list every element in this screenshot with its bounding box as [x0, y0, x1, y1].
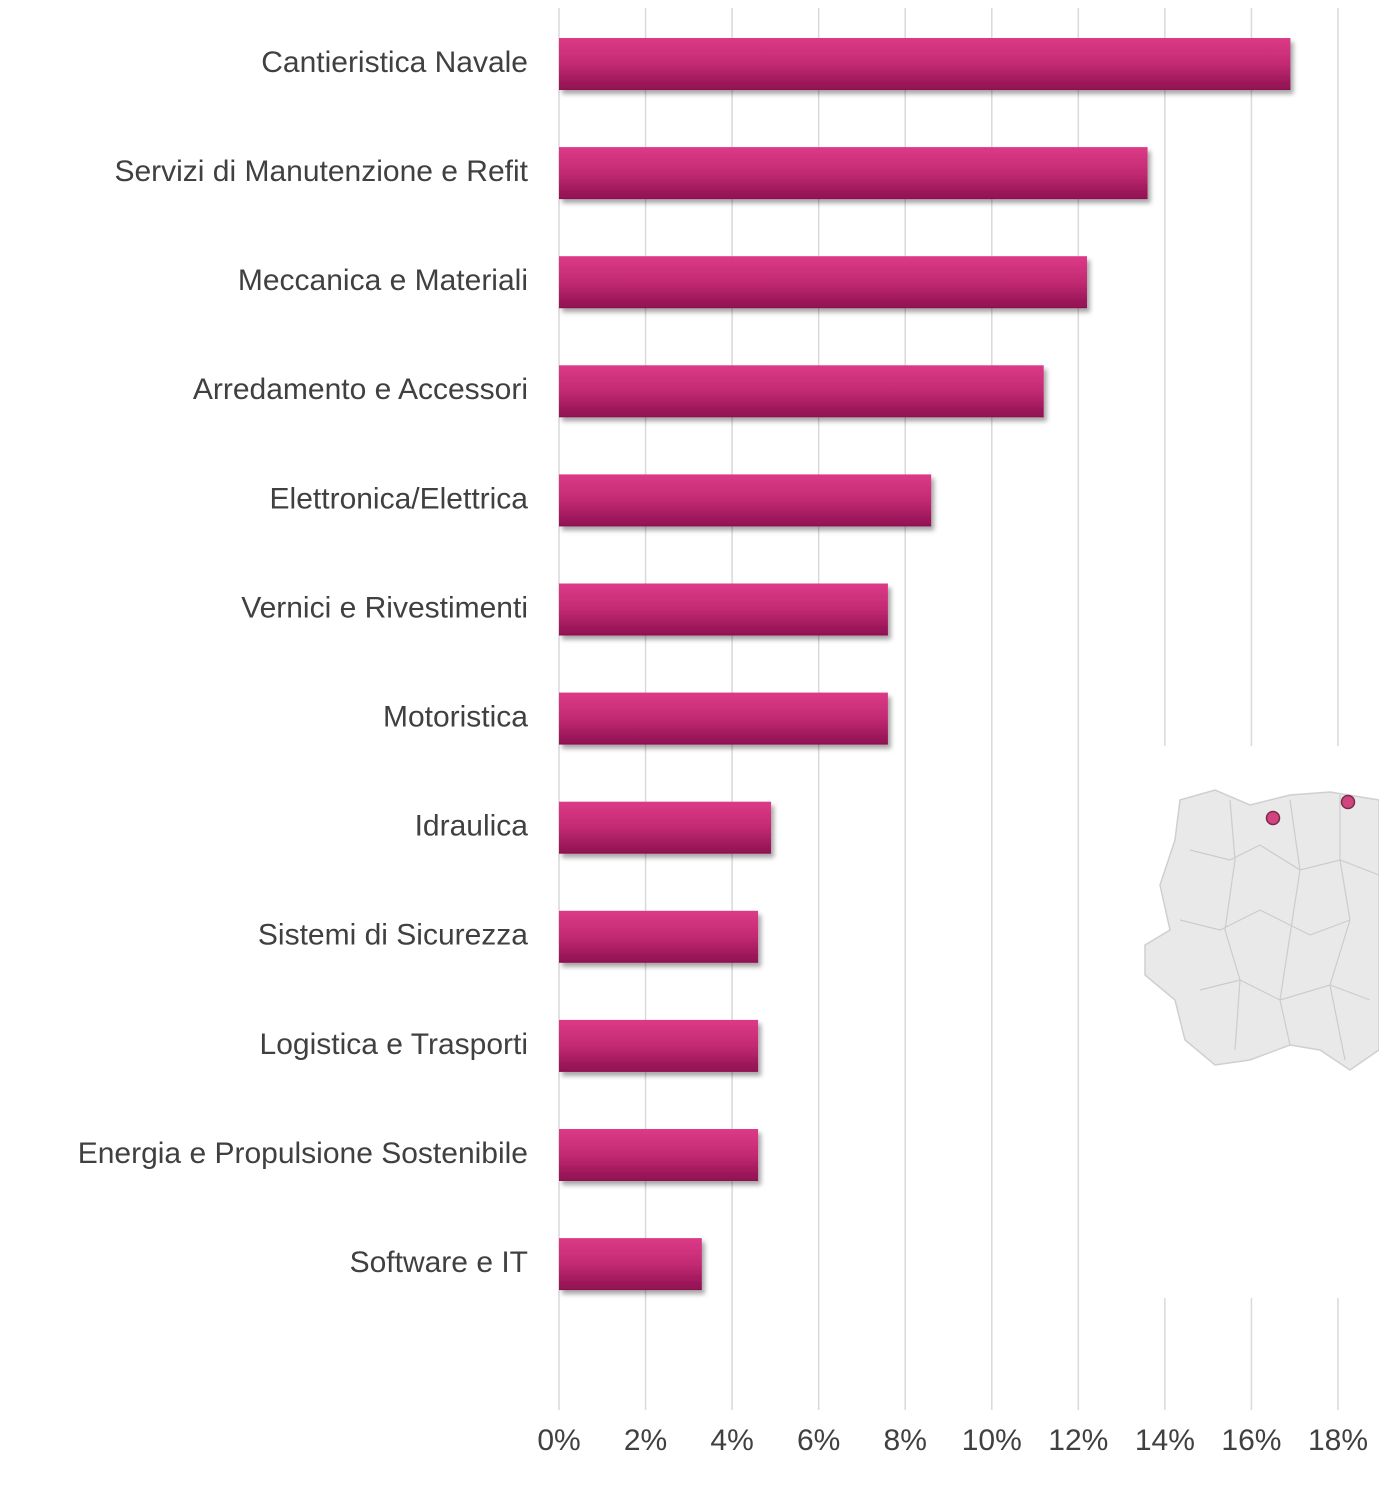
x-tick-label: 6%	[797, 1424, 840, 1457]
y-tick-label: Arredamento e Accessori	[193, 373, 528, 406]
x-tick-label: 12%	[1048, 1424, 1108, 1457]
y-tick-label: Motoristica	[383, 701, 528, 734]
bar	[559, 1019, 759, 1072]
bar	[559, 147, 1148, 200]
y-tick-label: Idraulica	[415, 810, 529, 843]
x-tick-label: 0%	[537, 1424, 580, 1457]
bar	[559, 910, 759, 963]
bar	[559, 1238, 702, 1291]
y-tick-label: Cantieristica Navale	[261, 46, 528, 79]
x-tick-label: 8%	[884, 1424, 927, 1457]
bar	[559, 692, 888, 745]
y-tick-label: Elettronica/Elettrica	[270, 482, 529, 515]
plot-area: 0% 2% 4% 6% 8% 10% 12% 14% 16% 18% Cantieristica N…	[78, 8, 1368, 1457]
x-tick-label: 18%	[1308, 1424, 1368, 1457]
bar	[559, 256, 1087, 309]
bar	[559, 583, 888, 636]
x-tick-label: 16%	[1221, 1424, 1281, 1457]
y-tick-label: Vernici e Rivestimenti	[241, 591, 528, 624]
bar	[559, 38, 1291, 90]
x-tick-label: 10%	[962, 1424, 1022, 1457]
bar	[559, 365, 1044, 418]
y-tick-label: Meccanica e Materiali	[238, 264, 528, 297]
bar	[559, 474, 932, 527]
x-tick-label: 4%	[710, 1424, 753, 1457]
bar	[559, 801, 772, 854]
y-tick-label: Logistica e Trasporti	[260, 1028, 528, 1061]
y-tick-label: Sistemi di Sicurezza	[258, 919, 528, 952]
y-tick-label: Servizi di Manutenzione e Refit	[114, 155, 528, 188]
bar	[559, 1129, 759, 1181]
x-tick-label: 14%	[1135, 1424, 1195, 1457]
map-inset	[1144, 746, 1379, 1298]
y-tick-label: Energia e Propulsione Sostenibile	[78, 1137, 528, 1170]
y-tick-label: Software e IT	[350, 1246, 528, 1279]
x-tick-label: 2%	[624, 1424, 667, 1457]
